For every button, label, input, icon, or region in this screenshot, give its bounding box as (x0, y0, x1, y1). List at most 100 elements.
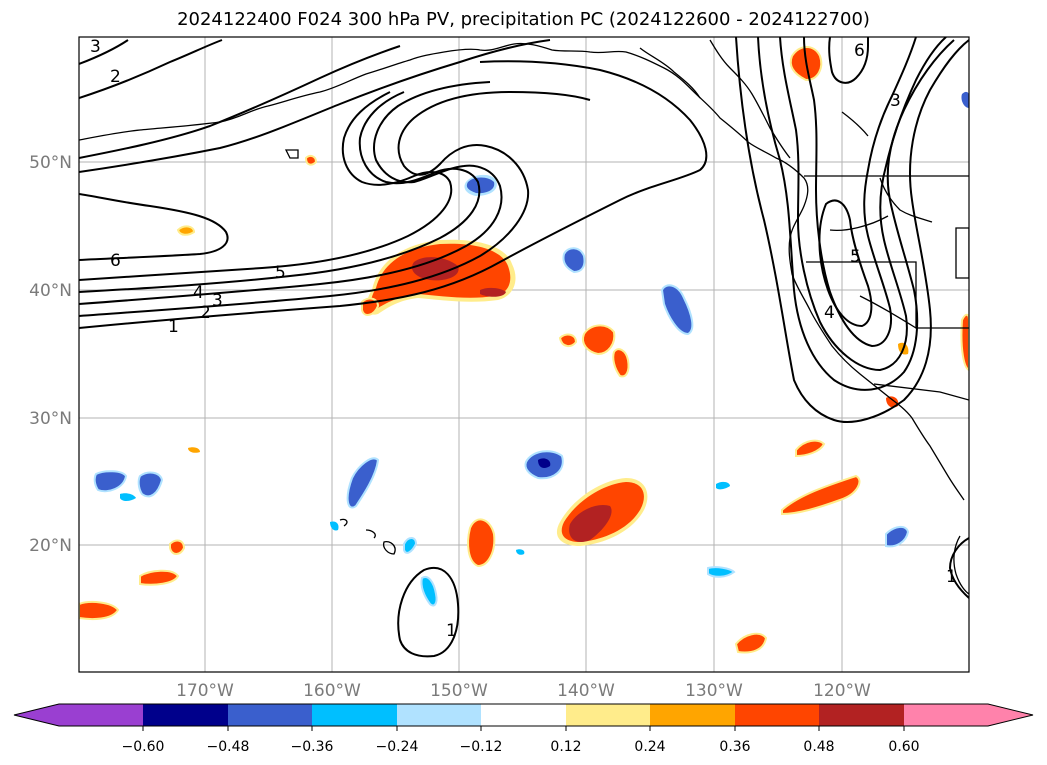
contour-label: 4 (193, 283, 204, 303)
colorbar-outline (13, 703, 1034, 727)
colorbar-tick-label: 0.24 (634, 739, 665, 755)
longitude-labels: 170°W 160°W 150°W 140°W 130°W 120°W (176, 681, 871, 701)
precip-blob (781, 474, 861, 516)
contour-label: 5 (850, 247, 861, 267)
precip-blob (93, 470, 128, 493)
map-area (79, 37, 969, 672)
pv-contour (79, 60, 708, 329)
precip-blob (330, 521, 339, 531)
contour-label: 1 (446, 621, 457, 641)
precip-blob (467, 518, 496, 568)
precip-blob (516, 549, 525, 555)
latitude-labels: 50°N 40°N 30°N 20°N (29, 153, 72, 556)
colorbar-segment (397, 704, 481, 726)
colorbar-segment (143, 704, 228, 726)
lon-label: 160°W (303, 681, 361, 701)
precip-blob (120, 493, 136, 501)
colorbar-segment (481, 704, 566, 726)
precip-blob (304, 154, 318, 166)
pv-contour (779, 37, 947, 372)
contour-label: 6 (854, 41, 865, 61)
colorbar-tick-label: 0.12 (550, 739, 581, 755)
contour-label: 6 (110, 251, 121, 271)
pv-contour (828, 37, 869, 84)
colorbar-segment (650, 704, 735, 726)
precip-negative (93, 91, 969, 607)
colorbar-tick-label: 0.36 (719, 739, 750, 755)
precip-blob (411, 257, 459, 281)
colorbar-segment (228, 704, 312, 726)
colorbar-tick-label: −0.36 (291, 739, 334, 755)
precip-blob (558, 333, 578, 348)
contour-label: 4 (824, 303, 835, 323)
precip-blob (480, 287, 506, 297)
pv-contour (79, 81, 503, 305)
precip-blob (886, 396, 899, 408)
colorbar-tick-label: −0.48 (207, 739, 250, 755)
lon-label: 150°W (430, 681, 488, 701)
lon-label: 170°W (176, 681, 234, 701)
coastlines (79, 39, 969, 595)
precip-blob (582, 324, 616, 356)
contour-label: 3 (212, 291, 223, 311)
precip-blob (707, 566, 736, 578)
precip-blob (188, 447, 200, 453)
contour-label: 1 (946, 567, 957, 587)
pv-contour (79, 45, 401, 159)
colorbar-segment (904, 704, 1033, 726)
lon-label: 130°W (685, 681, 743, 701)
pv-contour (79, 90, 591, 317)
colorbar-segment (735, 704, 819, 726)
contour-label: 1 (168, 317, 179, 337)
precip-blob (660, 284, 694, 336)
pv-contour (79, 39, 223, 99)
map-title: 2024122400 F024 300 hPa PV, precipitatio… (177, 9, 870, 30)
lat-label: 20°N (29, 536, 72, 556)
lat-label: 40°N (29, 281, 72, 301)
colorbar-tick-label: 0.60 (888, 739, 919, 755)
pv-contour (948, 537, 969, 599)
precip-blob (346, 457, 380, 509)
precip-blob (420, 576, 438, 607)
precip-blob (716, 481, 730, 490)
lon-label: 120°W (813, 681, 871, 701)
colorbar-tick-label: 0.48 (803, 739, 834, 755)
contour-label: 5 (275, 263, 286, 283)
contour-label: 2 (200, 303, 211, 323)
colorbar: −0.60 −0.48 −0.36 −0.24 −0.12 0.12 0.24 … (13, 703, 1034, 755)
lat-label: 30°N (29, 409, 72, 429)
precip-blob (176, 225, 196, 236)
precip-blob (466, 177, 495, 194)
precip-blob (403, 537, 418, 554)
precip-blob (795, 439, 826, 458)
pv-contour (79, 91, 481, 293)
colorbar-tick-label: −0.12 (460, 739, 503, 755)
contour-labels: 1 2 3 4 5 6 2 3 6 3 5 4 1 1 (90, 37, 957, 641)
precip-blob (79, 601, 120, 620)
colorbar-segment (312, 704, 397, 726)
colorbar-tick-label: −0.60 (122, 739, 165, 755)
precip-blob (569, 504, 612, 543)
pv-contour (79, 91, 453, 281)
colorbar-tick-label: −0.24 (376, 739, 419, 755)
precip-blob (612, 348, 630, 378)
lat-label: 50°N (29, 153, 72, 173)
precip-blob (885, 526, 910, 548)
contour-label: 3 (890, 91, 901, 111)
colorbar-segment (14, 704, 143, 726)
precip-blob (139, 569, 180, 586)
precip-blob (961, 91, 969, 108)
pv-contour (79, 39, 551, 173)
colorbar-segment (566, 704, 650, 726)
pv-contour (818, 199, 873, 328)
precip-blob (538, 458, 551, 468)
pv-contour (803, 37, 917, 348)
pv-contour (79, 39, 129, 65)
pv-contours (79, 37, 969, 658)
precip-blob (169, 539, 186, 555)
contour-label: 3 (90, 37, 101, 57)
pv-contour (735, 37, 969, 423)
precip-blob (734, 632, 768, 654)
pv-contour (79, 193, 229, 261)
